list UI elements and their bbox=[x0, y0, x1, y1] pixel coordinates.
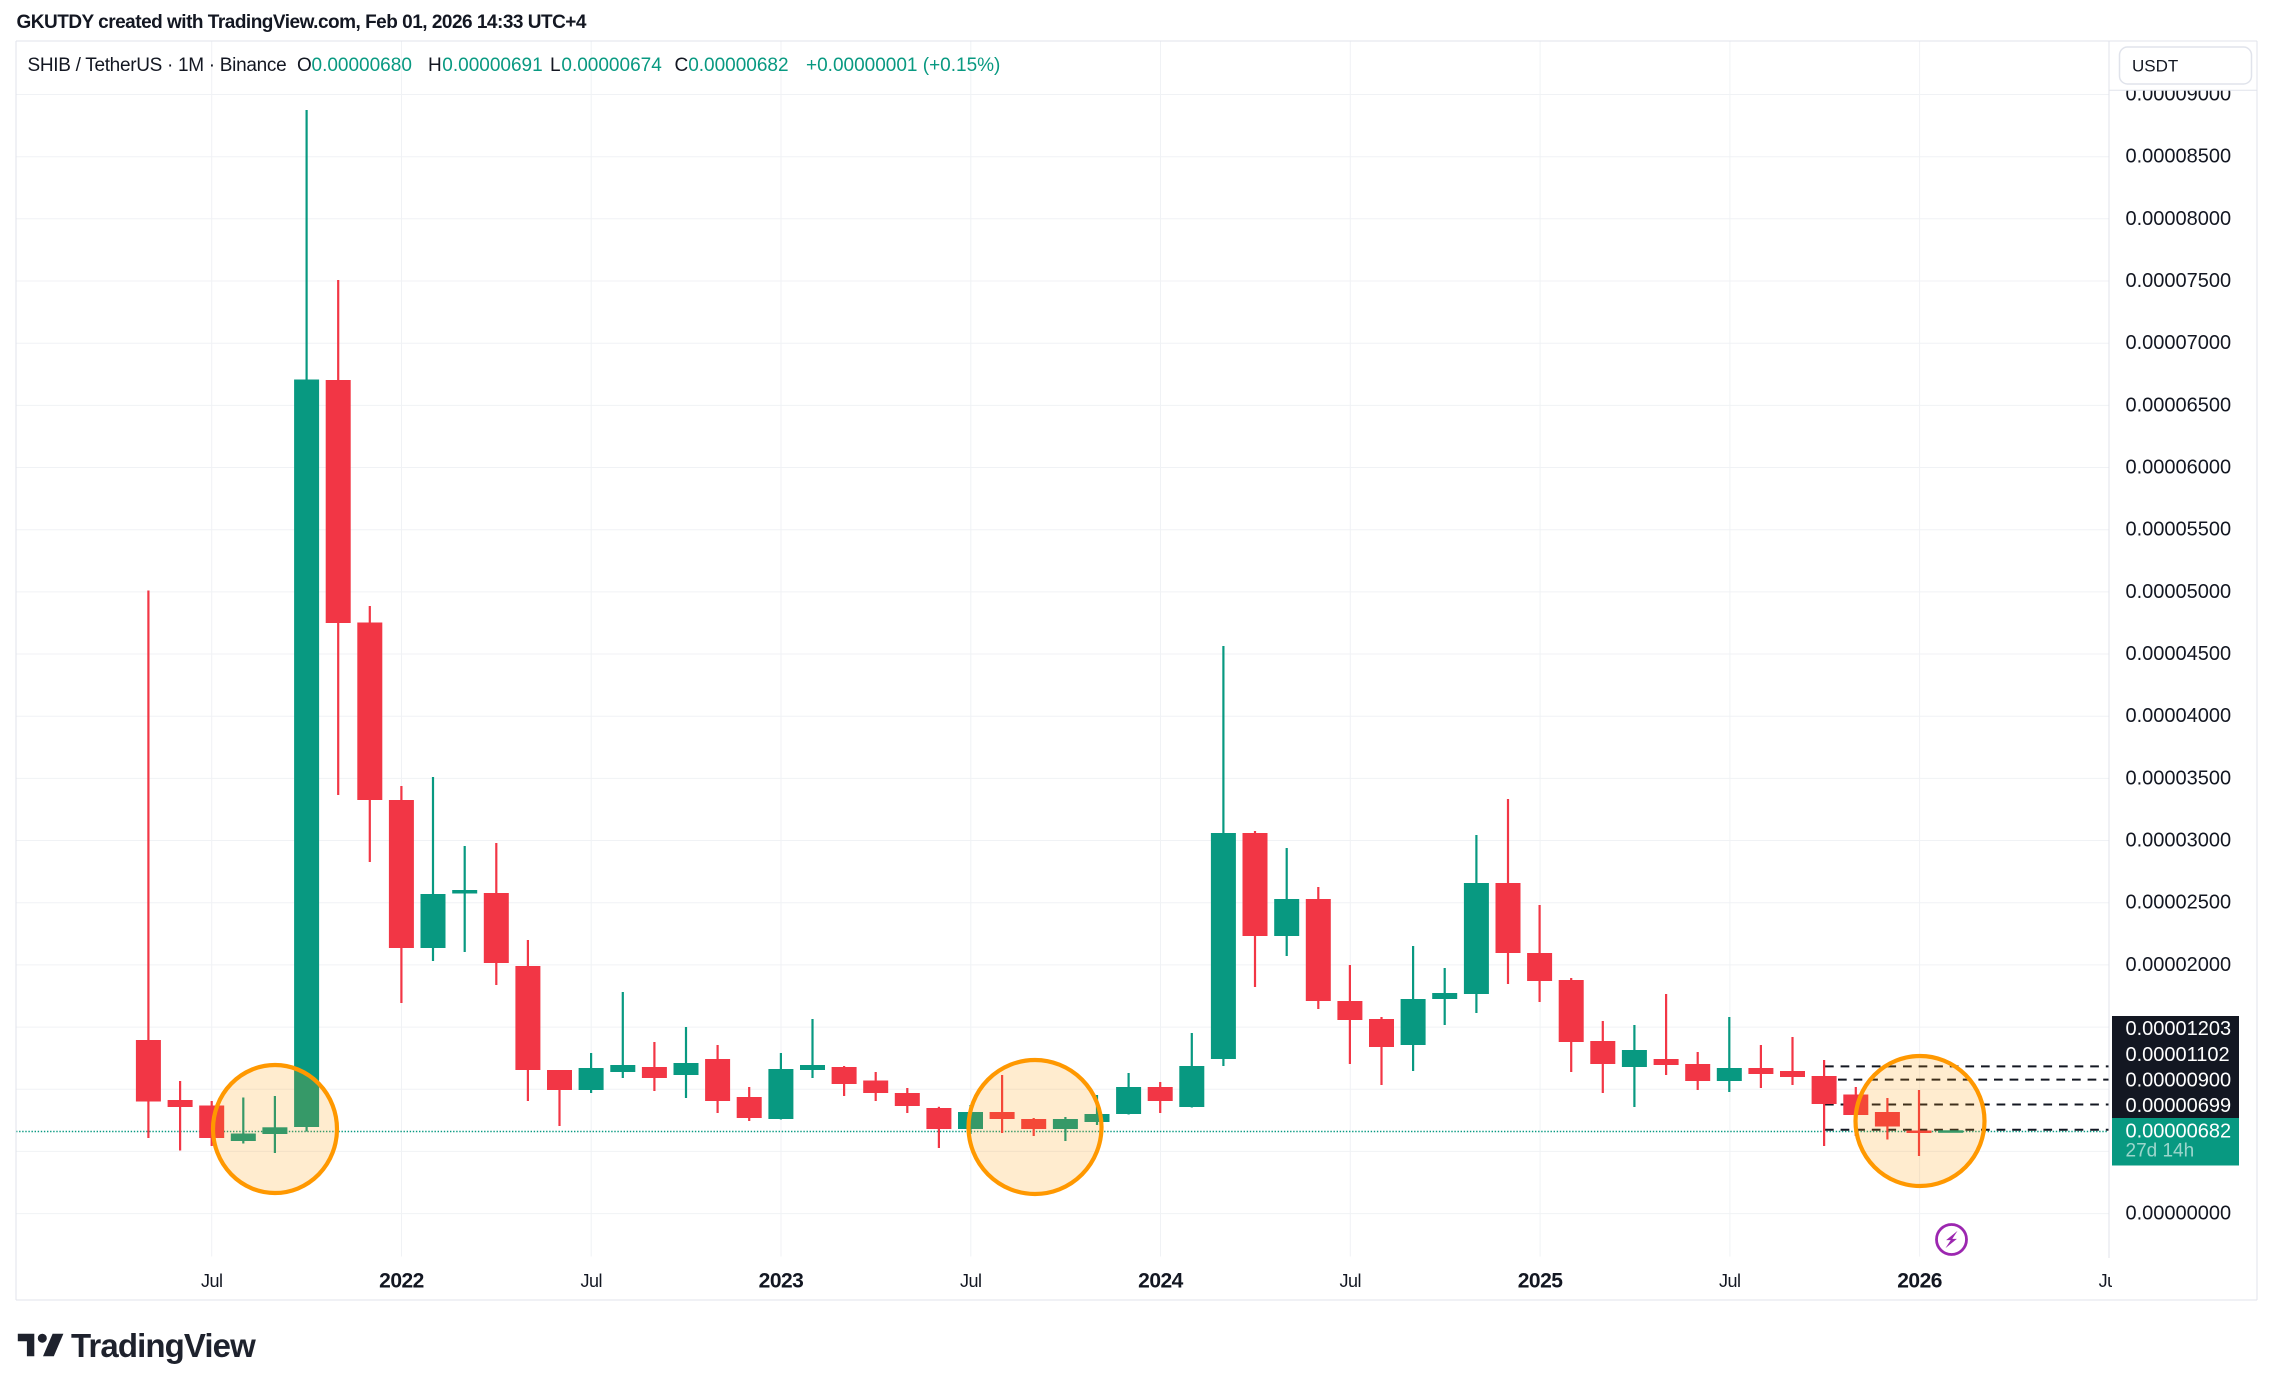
svg-text:0.00002000: 0.00002000 bbox=[2126, 954, 2232, 976]
svg-text:2023: 2023 bbox=[759, 1270, 804, 1293]
svg-text:2022: 2022 bbox=[379, 1270, 424, 1293]
svg-text:C: C bbox=[675, 55, 689, 76]
svg-text:0.00000900: 0.00000900 bbox=[2126, 1069, 2232, 1091]
svg-text:0.00003000: 0.00003000 bbox=[2126, 830, 2232, 852]
svg-text:0.00000691: 0.00000691 bbox=[442, 55, 542, 76]
svg-text:2026: 2026 bbox=[1897, 1270, 1942, 1293]
svg-text:0.00006500: 0.00006500 bbox=[2126, 394, 2232, 416]
svg-text:0.00001203: 0.00001203 bbox=[2126, 1018, 2232, 1040]
svg-text:0.00005500: 0.00005500 bbox=[2126, 519, 2232, 541]
svg-text:Jul: Jul bbox=[1340, 1271, 1362, 1291]
svg-text:SHIB / TetherUS · 1M · Binance: SHIB / TetherUS · 1M · Binance bbox=[28, 55, 287, 76]
svg-text:2024: 2024 bbox=[1138, 1270, 1184, 1293]
svg-text:0.00000682: 0.00000682 bbox=[2126, 1121, 2232, 1143]
svg-text:0.00007500: 0.00007500 bbox=[2126, 270, 2232, 292]
svg-text:Jul: Jul bbox=[580, 1271, 602, 1291]
svg-text:0.00007000: 0.00007000 bbox=[2126, 332, 2232, 354]
svg-text:O: O bbox=[297, 55, 312, 76]
svg-text:0.00008500: 0.00008500 bbox=[2126, 146, 2232, 168]
svg-text:GKUTDY created with TradingVie: GKUTDY created with TradingView.com, Feb… bbox=[17, 12, 587, 33]
svg-text:0.00006000: 0.00006000 bbox=[2126, 457, 2232, 479]
svg-text:+0.00000001 (+0.15%): +0.00000001 (+0.15%) bbox=[806, 55, 1000, 76]
svg-text:Jul: Jul bbox=[201, 1271, 223, 1291]
svg-text:0.00000680: 0.00000680 bbox=[312, 55, 412, 76]
svg-text:0.00005000: 0.00005000 bbox=[2126, 581, 2232, 603]
svg-text:27d 14h: 27d 14h bbox=[2126, 1141, 2195, 1162]
svg-text:Jul: Jul bbox=[960, 1271, 982, 1291]
svg-text:0.00008000: 0.00008000 bbox=[2126, 208, 2232, 230]
svg-text:0.00002500: 0.00002500 bbox=[2126, 892, 2232, 914]
svg-text:0.00000000: 0.00000000 bbox=[2126, 1203, 2232, 1225]
svg-text:0.00004500: 0.00004500 bbox=[2126, 643, 2232, 665]
svg-text:0.00000682: 0.00000682 bbox=[688, 55, 788, 76]
svg-text:2025: 2025 bbox=[1518, 1270, 1564, 1293]
svg-text:0.00000674: 0.00000674 bbox=[561, 55, 662, 76]
svg-text:0.00009000: 0.00009000 bbox=[2126, 84, 2232, 106]
svg-text:Jul: Jul bbox=[1719, 1271, 1741, 1291]
svg-text:USDT: USDT bbox=[2132, 57, 2178, 76]
svg-text:H: H bbox=[428, 55, 442, 76]
svg-text:TradingView: TradingView bbox=[71, 1327, 256, 1364]
svg-text:0.00003500: 0.00003500 bbox=[2126, 767, 2232, 789]
svg-text:L: L bbox=[550, 55, 561, 76]
svg-text:Jul: Jul bbox=[2099, 1271, 2121, 1291]
svg-text:0.00004000: 0.00004000 bbox=[2126, 705, 2232, 727]
svg-text:0.00001102: 0.00001102 bbox=[2126, 1044, 2230, 1066]
svg-text:0.00000699: 0.00000699 bbox=[2126, 1095, 2232, 1117]
